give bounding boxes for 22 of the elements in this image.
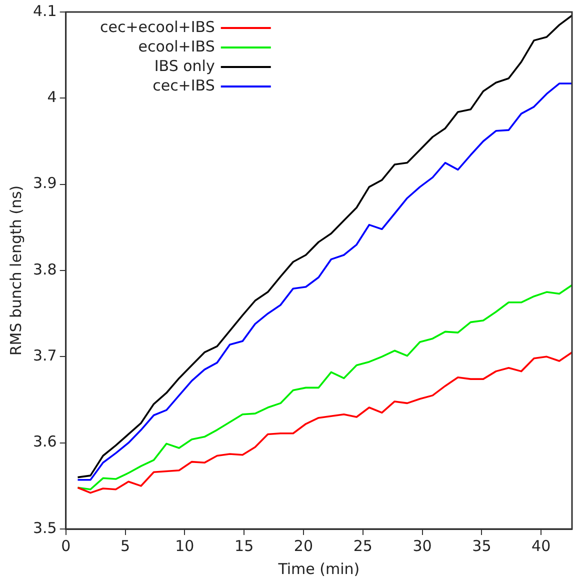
x-tick-label: 15 bbox=[234, 536, 254, 555]
legend-label: IBS only bbox=[154, 56, 215, 75]
x-tick-label: 40 bbox=[532, 536, 551, 555]
y-tick-label: 3.8 bbox=[32, 260, 57, 278]
y-tick-label: 3.9 bbox=[32, 174, 57, 192]
x-tick-label: 25 bbox=[353, 536, 372, 555]
legend-label: cec+ecool+IBS bbox=[100, 18, 215, 36]
x-tick-label: 0 bbox=[61, 536, 71, 555]
x-tick-label: 10 bbox=[175, 536, 194, 555]
legend-label: ecool+IBS bbox=[138, 37, 215, 56]
x-tick-label: 35 bbox=[472, 536, 492, 555]
legend-label: cec+IBS bbox=[152, 76, 215, 94]
x-axis-title: Time (min) bbox=[277, 560, 360, 578]
x-tick-label: 30 bbox=[412, 536, 432, 555]
y-tick-label: 3.6 bbox=[32, 432, 57, 451]
x-tick-label: 20 bbox=[294, 536, 314, 555]
y-tick-label: 4.1 bbox=[32, 2, 57, 20]
y-axis-title: RMS bunch length (ns) bbox=[6, 185, 25, 356]
y-tick-label: 3.5 bbox=[32, 518, 57, 537]
y-tick-label: 4 bbox=[47, 88, 57, 106]
x-tick-label: 5 bbox=[120, 536, 130, 555]
y-tick-label: 3.7 bbox=[32, 346, 57, 365]
